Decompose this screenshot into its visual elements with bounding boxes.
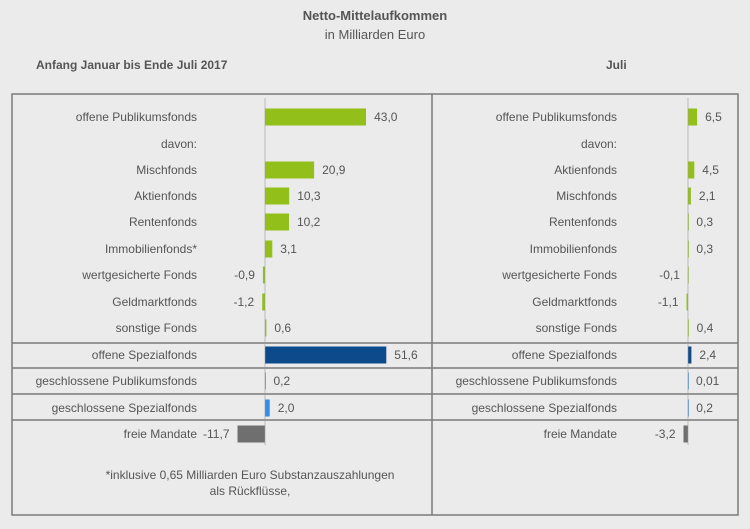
bar-immobilienfonds	[265, 240, 273, 258]
value-label-freie-mandate: -3,2	[655, 427, 676, 441]
category-label-offene-publikumsfonds: offene Publikumsfonds	[496, 110, 617, 124]
bar-freie-mandate	[237, 425, 265, 443]
chart-frame	[11, 93, 739, 516]
bar-mischfonds	[688, 187, 691, 205]
category-label-freie-mandate: freie Mandate	[544, 427, 618, 441]
value-label-immobilienfonds: 0,3	[696, 242, 713, 256]
value-label-geldmarktfonds: -1,2	[234, 295, 255, 309]
value-label-aktienfonds: 10,3	[297, 189, 321, 203]
category-label-mischfonds: Mischfonds	[556, 189, 617, 203]
category-label-davon: davon:	[161, 137, 197, 151]
bar-rentenfonds	[265, 213, 289, 231]
value-label-rentenfonds: 0,3	[696, 215, 713, 229]
bar-geschlossene-publikumsfonds	[265, 372, 266, 390]
footnote-line-1: *inklusive 0,65 Milliarden Euro Substanz…	[106, 468, 395, 482]
bar-wertgesicherte-fonds	[687, 266, 689, 284]
value-label-offene-spezialfonds: 2,4	[699, 348, 716, 362]
value-label-mischfonds: 20,9	[322, 163, 346, 177]
bar-geldmarktfonds	[262, 293, 265, 311]
left-panel: offene Publikumsfonds 43,0 davon: Mischfond…	[36, 98, 418, 445]
category-label-offene-spezialfonds: offene Spezialfonds	[92, 348, 197, 362]
category-label-geschlossene-spezialfonds: geschlossene Spezialfonds	[52, 401, 197, 415]
category-label-immobilienfonds: Immobilienfonds	[530, 242, 617, 256]
bar-immobilienfonds	[688, 240, 689, 258]
value-label-geschlossene-spezialfonds: 0,2	[696, 401, 713, 415]
bar-mischfonds	[265, 161, 315, 179]
bar-geschlossene-spezialfonds	[688, 399, 689, 417]
bar-offene-spezialfonds	[688, 346, 692, 364]
value-label-mischfonds: 2,1	[699, 189, 716, 203]
bar-aktienfonds	[265, 187, 290, 205]
chart-subtitle: in Milliarden Euro	[324, 27, 426, 42]
value-label-geschlossene-publikumsfonds: 0,01	[696, 374, 720, 388]
category-label-freie-mandate: freie Mandate	[124, 427, 198, 441]
right-panel-title: Juli	[606, 58, 627, 72]
category-label-immobilienfonds: Immobilienfonds*	[105, 242, 197, 256]
category-label-sonstige-fonds: sonstige Fonds	[116, 321, 197, 335]
category-label-rentenfonds: Rentenfonds	[129, 215, 197, 229]
bar-offene-spezialfonds	[265, 346, 387, 364]
category-label-offene-spezialfonds: offene Spezialfonds	[512, 348, 617, 362]
value-label-offene-spezialfonds: 51,6	[394, 348, 418, 362]
bar-geschlossene-publikumsfonds	[688, 372, 689, 390]
bar-sonstige-fonds	[265, 319, 267, 337]
bar-geschlossene-spezialfonds	[265, 399, 270, 417]
value-label-offene-publikumsfonds: 43,0	[374, 110, 398, 124]
category-label-geschlossene-spezialfonds: geschlossene Spezialfonds	[472, 401, 617, 415]
value-label-wertgesicherte-fonds: -0,9	[234, 268, 255, 282]
left-panel-title: Anfang Januar bis Ende Juli 2017	[36, 58, 228, 72]
bar-rentenfonds	[688, 213, 689, 231]
category-label-sonstige-fonds: sonstige Fonds	[536, 321, 617, 335]
category-label-mischfonds: Mischfonds	[136, 163, 197, 177]
value-label-aktienfonds: 4,5	[702, 163, 719, 177]
bar-offene-publikumsfonds	[265, 108, 366, 126]
category-label-geldmarktfonds: Geldmarktfonds	[532, 295, 617, 309]
category-label-rentenfonds: Rentenfonds	[549, 215, 617, 229]
bar-aktienfonds	[688, 161, 695, 179]
category-label-offene-publikumsfonds: offene Publikumsfonds	[76, 110, 197, 124]
category-label-geldmarktfonds: Geldmarktfonds	[112, 295, 197, 309]
category-label-wertgesicherte-fonds: wertgesicherte Fonds	[501, 268, 617, 282]
chart-title: Netto-Mittelaufkommen	[302, 8, 448, 23]
value-label-geldmarktfonds: -1,1	[658, 295, 679, 309]
value-label-rentenfonds: 10,2	[297, 215, 321, 229]
value-label-sonstige-fonds: 0,6	[274, 321, 291, 335]
footnote-line-2: als Rückflüsse,	[210, 484, 291, 498]
category-label-aktienfonds: Aktienfonds	[134, 189, 197, 203]
bar-sonstige-fonds	[688, 319, 689, 337]
category-label-geschlossene-publikumsfonds: geschlossene Publikumsfonds	[36, 374, 197, 388]
category-label-wertgesicherte-fonds: wertgesicherte Fonds	[81, 268, 197, 282]
right-panel: offene Publikumsfonds 6,5 davon: Aktienfond…	[456, 98, 722, 445]
bar-offene-publikumsfonds	[688, 108, 698, 126]
bar-wertgesicherte-fonds	[262, 266, 265, 284]
category-label-aktienfonds: Aktienfonds	[554, 163, 617, 177]
value-label-geschlossene-spezialfonds: 2,0	[278, 401, 295, 415]
value-label-offene-publikumsfonds: 6,5	[705, 110, 722, 124]
value-label-immobilienfonds: 3,1	[280, 242, 297, 256]
value-label-freie-mandate: -11,7	[203, 427, 230, 441]
bar-freie-mandate	[683, 425, 688, 443]
category-label-geschlossene-publikumsfonds: geschlossene Publikumsfonds	[456, 374, 617, 388]
bar-geldmarktfonds	[686, 293, 688, 311]
value-label-sonstige-fonds: 0,4	[697, 321, 714, 335]
value-label-wertgesicherte-fonds: -0,1	[659, 268, 680, 282]
value-label-geschlossene-publikumsfonds: 0,2	[274, 374, 291, 388]
category-label-davon: davon:	[581, 137, 617, 151]
